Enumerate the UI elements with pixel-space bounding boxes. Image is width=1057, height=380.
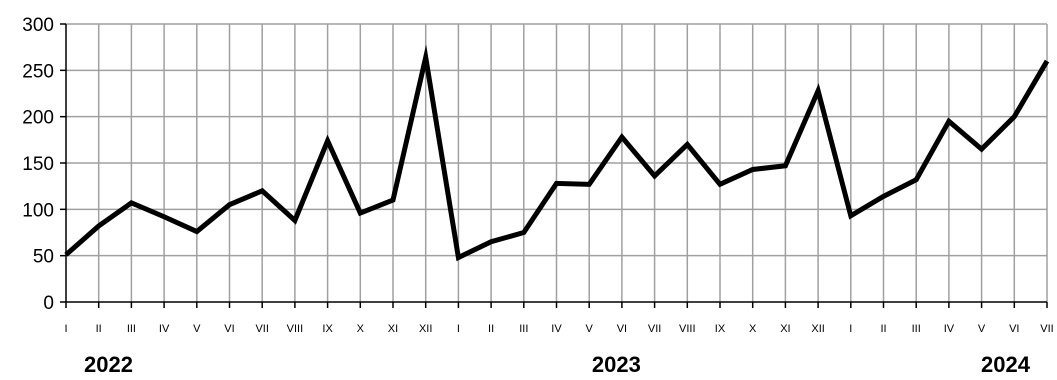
y-tick-label: 0 [43, 293, 54, 314]
x-tick-label: VIII [679, 323, 696, 335]
x-tick-label: III [127, 323, 136, 335]
x-tick-label: II [488, 323, 494, 335]
year-label: 2024 [981, 352, 1031, 377]
x-tick-label: IV [944, 323, 955, 335]
x-tick-label: V [586, 323, 594, 335]
x-tick-label: XI [780, 323, 790, 335]
x-tick-label: XII [811, 323, 824, 335]
x-tick-label: VII [648, 323, 661, 335]
x-tick-label: VII [255, 323, 268, 335]
x-tick-label: IV [551, 323, 562, 335]
y-tick-label: 250 [22, 61, 54, 82]
x-tick-label: I [64, 323, 67, 335]
x-tick-label: III [912, 323, 921, 335]
x-tick-label: III [519, 323, 528, 335]
y-axis-ticks: 0 50 100 150 200 250 300 [22, 15, 54, 314]
x-tick-label: IX [322, 323, 333, 335]
x-tick-label: VI [617, 323, 627, 335]
x-tick-label: V [978, 323, 986, 335]
x-axis-ticks: I II III IV V VI VII VIII IX X XI XII I II III IV V VI VII… [64, 323, 1053, 335]
x-tick-label: X [357, 323, 365, 335]
chart-axes [60, 23, 1048, 308]
x-tick-label: I [849, 323, 852, 335]
x-tick-label: II [880, 323, 886, 335]
y-tick-label: 50 [33, 247, 54, 268]
series-line [64, 44, 1050, 262]
y-tick-label: 200 [22, 108, 54, 129]
x-tick-label: IX [715, 323, 726, 335]
y-tick-label: 150 [22, 154, 54, 175]
x-tick-label: V [193, 323, 201, 335]
year-label: 2022 [84, 352, 133, 377]
x-tick-label: VIII [287, 323, 304, 335]
chart-grid [66, 23, 1048, 302]
x-tick-label: VII [1040, 323, 1053, 335]
x-tick-label: II [96, 323, 102, 335]
y-tick-label: 300 [22, 15, 54, 36]
year-labels: 2022 2023 2024 [84, 352, 1031, 377]
x-tick-label: X [749, 323, 757, 335]
x-tick-label: IV [159, 323, 170, 335]
x-tick-label: VI [224, 323, 234, 335]
x-tick-label: VI [1009, 323, 1019, 335]
x-tick-label: XII [419, 323, 432, 335]
series-group [64, 44, 1050, 262]
x-tick-label: XI [388, 323, 398, 335]
year-label: 2023 [592, 352, 641, 377]
y-tick-label: 100 [22, 200, 54, 221]
x-tick-label: I [457, 323, 460, 335]
